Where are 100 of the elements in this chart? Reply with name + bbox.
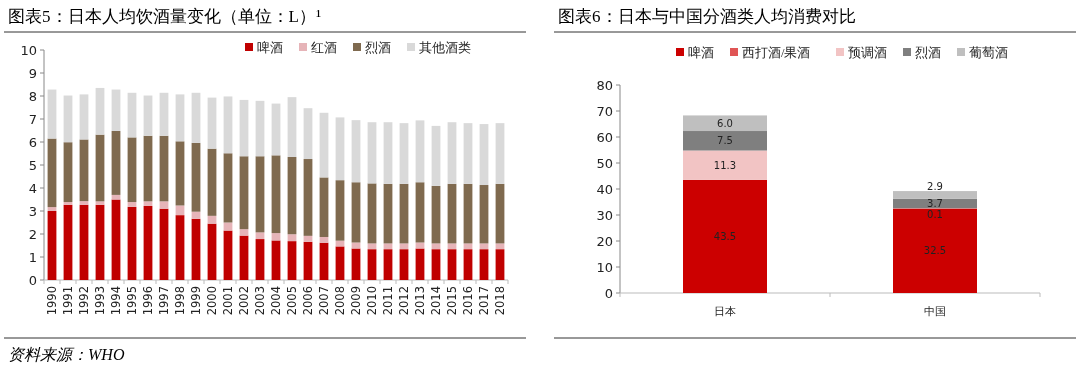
- data-label: 7.5: [717, 135, 733, 147]
- x-tick-label: 1994: [109, 286, 123, 316]
- bar: [255, 100, 265, 157]
- bar: [127, 137, 137, 203]
- data-label: 43.5: [713, 230, 737, 242]
- bar: [175, 94, 185, 142]
- x-tick-label: 2002: [237, 286, 251, 316]
- bar: [79, 201, 89, 205]
- bar: [495, 249, 505, 280]
- bar: [271, 155, 281, 234]
- bar: [239, 156, 249, 230]
- bar: [383, 183, 393, 244]
- bar: [463, 183, 473, 244]
- data-label: 2.9: [927, 180, 943, 192]
- bar: [95, 134, 105, 202]
- bar: [287, 234, 297, 242]
- bar: [683, 131, 767, 151]
- bar: [127, 92, 137, 138]
- y-tick-label: 10: [596, 259, 613, 275]
- bar: [239, 229, 249, 236]
- bar: [175, 141, 185, 206]
- bar: [447, 122, 457, 184]
- bar: [303, 108, 313, 160]
- x-tick-label: 中国: [924, 305, 946, 317]
- bar: [399, 183, 409, 244]
- x-tick-label: 1997: [157, 286, 171, 316]
- x-tick-label: 2017: [477, 286, 491, 316]
- bar: [159, 201, 169, 209]
- bar: [191, 92, 201, 143]
- bar: [143, 201, 153, 206]
- bar: [207, 148, 217, 216]
- bar: [63, 202, 73, 205]
- x-tick-label: 1996: [141, 286, 155, 316]
- bar: [303, 241, 313, 280]
- bar: [399, 249, 409, 280]
- bar: [79, 139, 89, 202]
- bar: [79, 204, 89, 280]
- x-tick-label: 2006: [301, 286, 315, 316]
- bar: [271, 240, 281, 280]
- bar: [383, 249, 393, 280]
- y-tick-label: 60: [596, 129, 613, 145]
- bar: [175, 215, 185, 280]
- x-tick-label: 1992: [77, 286, 91, 316]
- bar: [207, 223, 217, 280]
- legend-label: 其他酒类: [419, 41, 471, 55]
- bar: [431, 125, 441, 186]
- bar: [479, 124, 489, 186]
- bar: [271, 103, 281, 156]
- bar: [95, 201, 105, 205]
- bar: [111, 130, 121, 195]
- bar: [143, 205, 153, 280]
- x-tick-label: 2018: [493, 286, 507, 316]
- y-tick-label: 1: [28, 249, 37, 265]
- bar: [95, 204, 105, 280]
- x-tick-label: 1995: [125, 286, 139, 316]
- chart-title: 图表6：日本与中国分酒类人均消费对比: [558, 7, 856, 26]
- x-tick-label: 1999: [189, 286, 203, 316]
- bar: [287, 241, 297, 280]
- bar: [463, 249, 473, 280]
- bar: [431, 249, 441, 280]
- y-tick-label: 6: [28, 134, 37, 150]
- x-tick-label: 2003: [253, 286, 267, 316]
- y-tick-label: 5: [28, 157, 37, 173]
- bar: [111, 194, 121, 200]
- x-tick-label: 2012: [397, 286, 411, 316]
- bar: [79, 94, 89, 140]
- bar: [255, 156, 265, 233]
- x-tick-label: 2011: [381, 286, 395, 316]
- x-tick-label: 2000: [205, 286, 219, 316]
- bar: [111, 89, 121, 131]
- x-tick-label: 2010: [365, 286, 379, 316]
- x-tick-label: 日本: [714, 305, 736, 317]
- x-tick-label: 1990: [45, 286, 59, 316]
- x-tick-label: 2001: [221, 286, 235, 316]
- bar: [223, 96, 233, 154]
- y-tick-label: 70: [596, 103, 613, 119]
- x-tick-label: 2008: [333, 286, 347, 316]
- bar: [159, 92, 169, 136]
- legend-label: 西打酒/果酒: [742, 46, 811, 60]
- bar: [127, 206, 137, 280]
- bar: [63, 95, 73, 143]
- y-tick-label: 2: [28, 226, 37, 242]
- bar: [367, 243, 377, 250]
- bar: [431, 185, 441, 244]
- legend-label: 啤酒: [257, 41, 283, 55]
- bar: [383, 122, 393, 184]
- x-tick-label: 2009: [349, 286, 363, 316]
- bar: [191, 218, 201, 280]
- y-tick-label: 9: [28, 65, 37, 81]
- x-tick-label: 2007: [317, 286, 331, 316]
- bar: [415, 182, 425, 243]
- bar: [463, 243, 473, 250]
- bar: [223, 153, 233, 223]
- legend-label: 啤酒: [688, 46, 714, 60]
- bar: [143, 95, 153, 136]
- legend-label: 烈酒: [365, 41, 391, 55]
- y-tick-label: 3: [28, 203, 37, 219]
- bar: [223, 222, 233, 231]
- bar: [463, 123, 473, 184]
- bar: [495, 243, 505, 250]
